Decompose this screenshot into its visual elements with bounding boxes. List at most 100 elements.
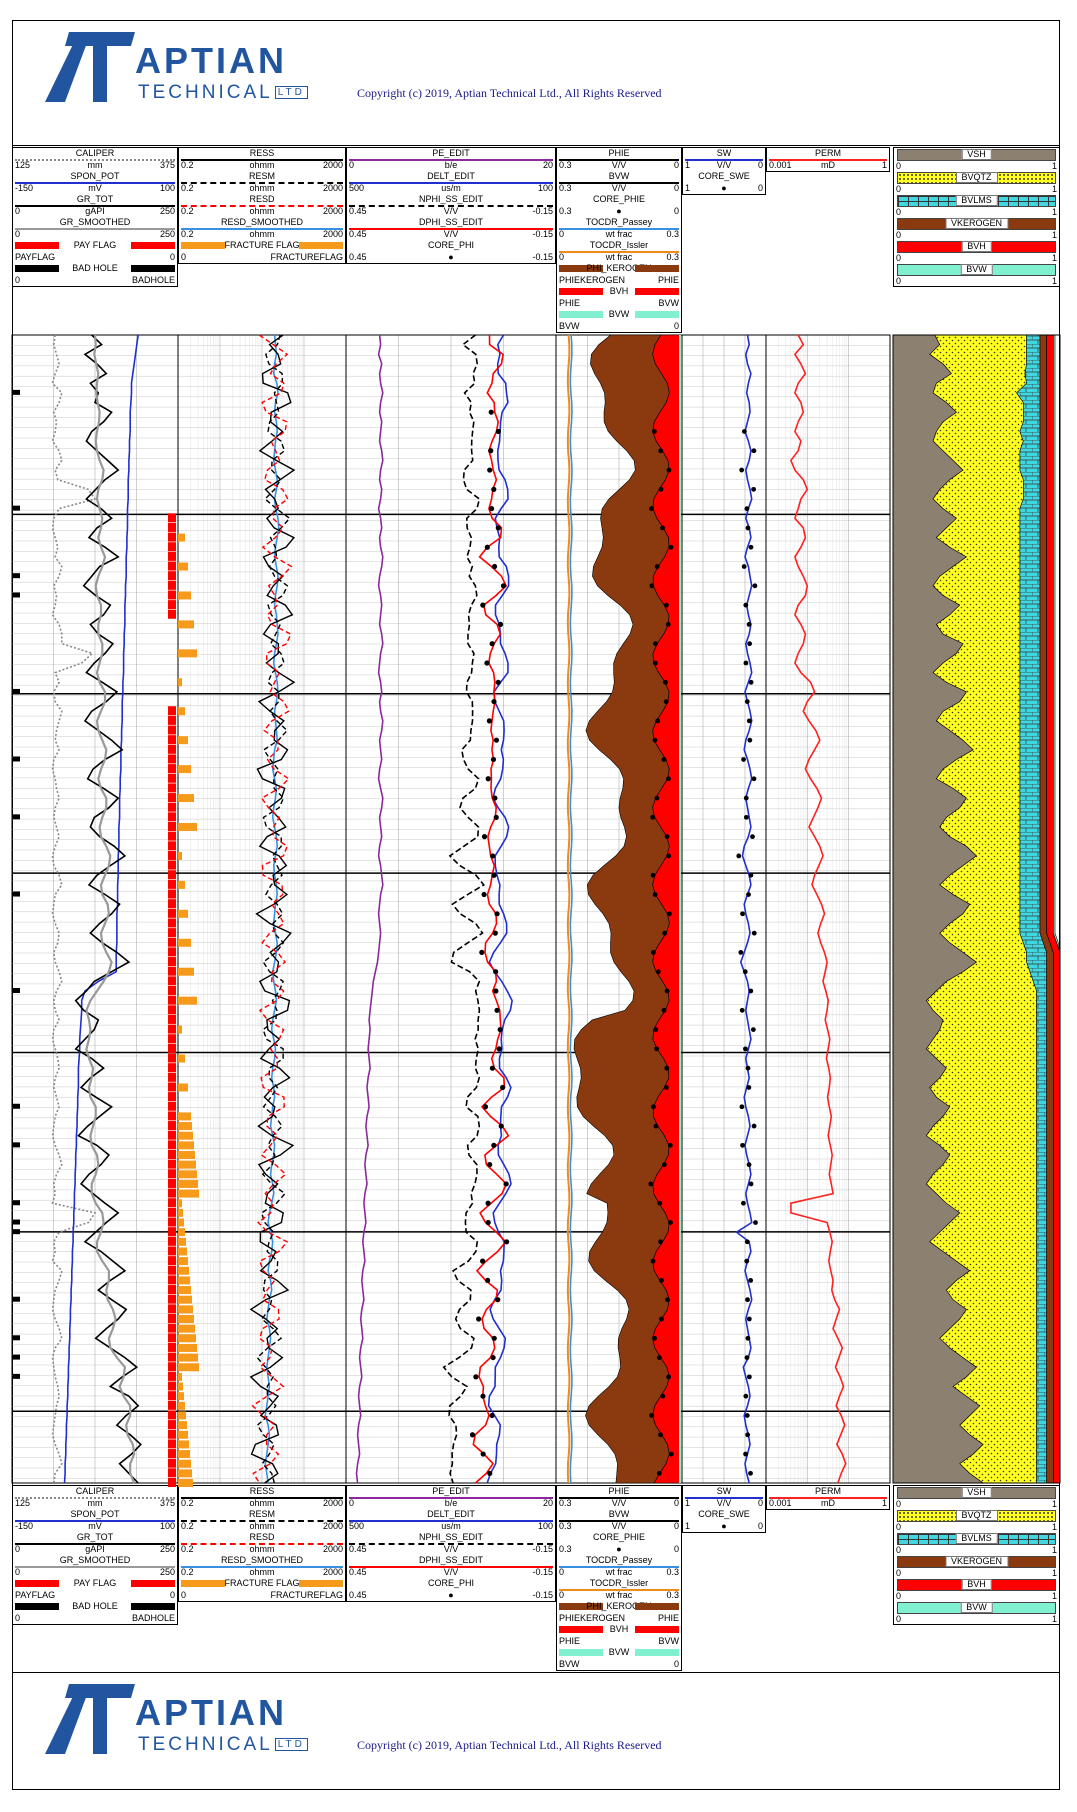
curve-line-sample <box>769 1497 887 1499</box>
core-swe-point <box>744 506 750 512</box>
volume-name: BVH <box>961 241 992 252</box>
curve-name: SW <box>716 1486 732 1496</box>
curve-line-sample <box>349 159 553 161</box>
fracture-flag-mark <box>178 1208 183 1217</box>
scale-max: -0.15 <box>532 206 553 216</box>
pay-flag-mark <box>168 1217 176 1227</box>
fracture-flag-mark <box>178 1382 183 1391</box>
scale-max: 1 <box>881 1498 887 1508</box>
fill-from: PAYFLAG <box>15 1590 56 1600</box>
scale-min: 500 <box>349 1521 365 1531</box>
core-swe-point <box>750 834 755 840</box>
curve-line-sample <box>559 182 679 184</box>
core-phie-point <box>650 1258 656 1264</box>
curve-name: CORE_PHIE <box>592 194 645 204</box>
core-swe-point <box>746 892 751 897</box>
scale-min: 0 <box>559 252 565 262</box>
pay-flag-mark <box>168 1429 176 1439</box>
fracture-flag-mark <box>178 996 197 1005</box>
copyright-top: Copyright (c) 2019, Aptian Technical Ltd… <box>357 86 662 100</box>
core-phi-point <box>497 621 504 628</box>
scale-min: 0 <box>349 160 355 170</box>
scale-min: 0.3 <box>559 1498 572 1508</box>
fill-legend-phi_kerogen: PHI_KEROGEN PHIEKEROGEN PHIE <box>557 263 681 286</box>
curve-caliper <box>51 334 97 1484</box>
track-header-t1: CALIPER 125 mm 375 SPON_POT -150 mV 100 GR… <box>12 147 178 287</box>
curve-unit: V/V <box>611 160 627 170</box>
pay-flag-mark <box>168 561 176 571</box>
pay-flag-mark <box>168 1275 176 1285</box>
fracture-flag-mark <box>178 1343 197 1352</box>
core-phie-point <box>659 1316 664 1322</box>
scale-max: 375 <box>159 1498 175 1508</box>
fill-swatch <box>559 288 603 295</box>
scale-max: 1 <box>1051 230 1057 240</box>
curve-legend-dphi_ss_edit: DPHI_SS_EDIT 0.45 V/V -0.15 <box>347 217 555 240</box>
curve-name: RESS <box>249 1486 275 1496</box>
curve-legend-tocdr_issler: TOCDR_Issler 0 wt frac 0.3 <box>557 1578 681 1601</box>
curve-unit: wt frac <box>605 229 633 239</box>
bad-hole-mark <box>13 891 20 897</box>
curve-name: DELT_EDIT <box>427 171 475 181</box>
core-phie-point <box>668 1451 674 1457</box>
curve-unit: V/V <box>443 1567 459 1577</box>
curve-line-sample <box>349 1520 553 1522</box>
core-swe-point <box>746 718 752 724</box>
core-phie-point <box>658 486 664 492</box>
curve-line-sample <box>559 159 679 161</box>
fracture-flag-mark <box>178 794 194 803</box>
fracture-flag-mark <box>178 1401 185 1410</box>
scale-max: 0 <box>757 1521 763 1531</box>
fracture-flag-mark <box>178 1450 190 1459</box>
fracture-flag-mark <box>178 1315 194 1323</box>
core-phie-point <box>667 911 672 917</box>
curve-unit: mm <box>87 160 103 170</box>
core-phi-point <box>493 988 499 994</box>
curve-legend-spon_pot: SPON_POT -150 mV 100 <box>13 1509 177 1532</box>
volume-name: BVLMS <box>955 1533 998 1544</box>
scale-min: 0.2 <box>181 1544 194 1554</box>
scale-max: 1 <box>1051 1568 1057 1578</box>
fill-swatch <box>559 1626 603 1633</box>
scale-max: 0.3 <box>666 1590 679 1600</box>
core-swe-point <box>753 1220 758 1225</box>
scale-max: 0 <box>673 1498 679 1508</box>
pay-flag-mark <box>168 590 176 600</box>
core-phi-point <box>489 641 495 647</box>
scale-max: 2000 <box>322 1544 343 1554</box>
curve-name: PERM <box>814 148 841 158</box>
curve-name: GR_TOT <box>76 194 114 204</box>
scale-min: 0 <box>896 253 902 263</box>
track-header-t4: PHIE 0.3 V/V 0 BVW 0.3 V/V 0 CORE_PHIE 0.3… <box>556 1485 682 1671</box>
curve-name: DPHI_SS_EDIT <box>418 217 484 227</box>
fill-legend-pay-flag: PAY FLAG PAYFLAG 0 <box>13 1578 177 1601</box>
pay-flag-mark <box>168 1150 176 1159</box>
curve-name: BVW <box>608 171 630 181</box>
core-phi-point <box>487 1162 493 1168</box>
fill-from: PHIE <box>559 298 581 308</box>
pay-flag-mark <box>168 1265 176 1275</box>
core-phie-point <box>660 525 665 531</box>
volume-legend-bvqtz: BVQTZ 0 1 <box>894 171 1059 194</box>
curve-name: RESD_SMOOTHED <box>220 1555 303 1565</box>
curve-name: GR_TOT <box>76 1532 114 1542</box>
fracture-flag-mark <box>178 765 191 774</box>
core-phie-point <box>649 506 654 512</box>
curve-nphi_ss_edit <box>442 334 486 1484</box>
volume-name: VSH <box>961 149 992 160</box>
header-divider <box>12 145 1060 146</box>
pay-flag-mark <box>168 1053 176 1063</box>
curve-name: CORE_PHI <box>427 240 474 250</box>
brand-ltd-bottom: LTD <box>274 1738 308 1752</box>
pay-flag-mark <box>168 1323 176 1333</box>
core-phie-point <box>664 988 670 994</box>
curve-legend-tocdr_passey: TOCDR_Passey 0 wt frac 0.3 <box>557 1555 681 1578</box>
curve-name: DPHI_SS_EDIT <box>418 1555 484 1565</box>
volumetric-stack <box>892 334 1061 1484</box>
curve-legend-gr_smoothed: GR_SMOOTHED 0 250 <box>13 217 177 240</box>
curve-name: TOCDR_Passey <box>585 1555 653 1565</box>
pay-flag-mark <box>168 966 176 976</box>
scale-min: 0.2 <box>181 1521 194 1531</box>
scale-min: 0 <box>896 1499 902 1509</box>
scale-max: 2000 <box>322 206 343 216</box>
